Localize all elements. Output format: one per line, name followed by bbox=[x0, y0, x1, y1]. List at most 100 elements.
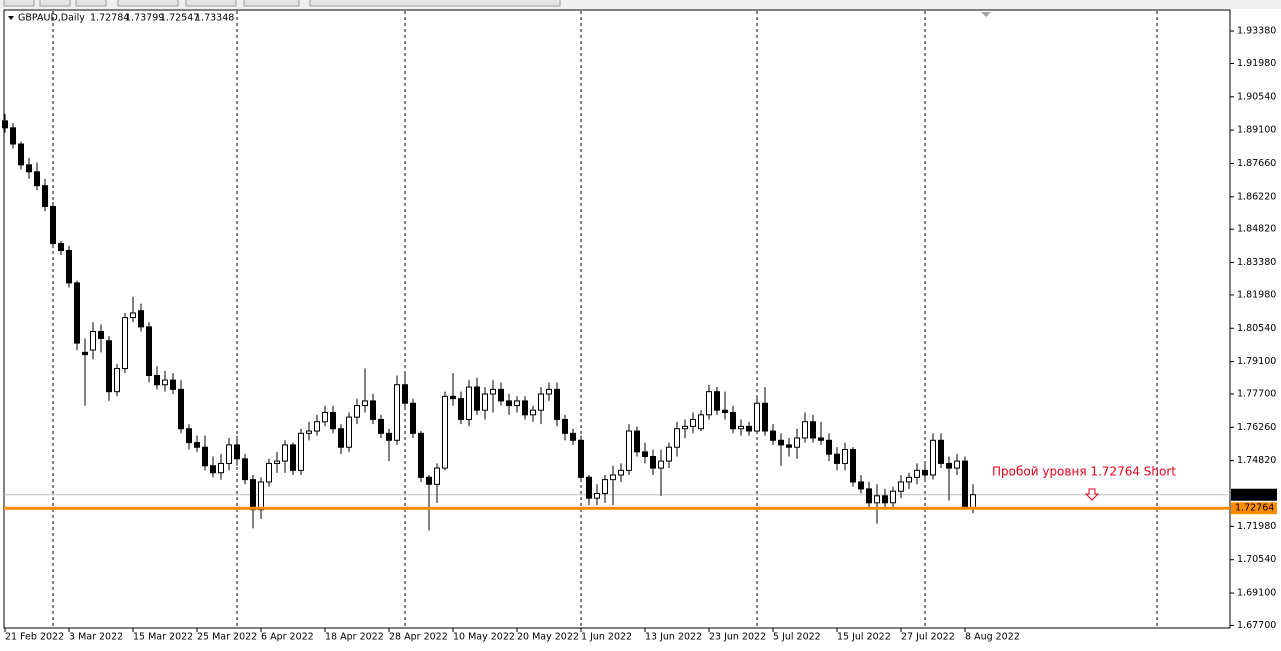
candle-body bbox=[634, 430, 640, 453]
candle-body bbox=[298, 432, 304, 471]
x-tick-label: 1 Jun 2022 bbox=[581, 632, 632, 643]
candle-body bbox=[178, 388, 184, 430]
candle bbox=[570, 428, 576, 445]
candle bbox=[322, 405, 328, 427]
candle-body bbox=[306, 430, 312, 434]
y-tick-label: 1.81980 bbox=[1237, 289, 1276, 300]
candle bbox=[122, 312, 128, 374]
candle bbox=[442, 391, 448, 471]
candle bbox=[482, 387, 488, 420]
candle bbox=[218, 454, 224, 480]
x-tick-label: 6 Apr 2022 bbox=[261, 632, 314, 643]
candle-body bbox=[290, 444, 296, 471]
annotation: Пробой уровня 1.72764 Short bbox=[992, 465, 1176, 479]
candle bbox=[434, 463, 440, 503]
y-tick-label: 1.91980 bbox=[1237, 58, 1276, 69]
candle bbox=[18, 141, 24, 170]
candle-body bbox=[234, 444, 240, 460]
candle bbox=[946, 456, 952, 501]
toolbar-button[interactable] bbox=[309, 0, 561, 7]
candle bbox=[458, 391, 464, 425]
candle-body bbox=[930, 439, 936, 476]
candle-body bbox=[434, 467, 440, 485]
candle bbox=[522, 396, 528, 420]
candle-body bbox=[578, 439, 584, 478]
x-tick-label: 10 May 2022 bbox=[453, 632, 515, 643]
y-tick-label: 1.80540 bbox=[1237, 323, 1276, 334]
toolbar-button[interactable] bbox=[185, 0, 237, 7]
candle bbox=[362, 368, 368, 413]
candle-body bbox=[362, 400, 368, 407]
toolbar-button[interactable] bbox=[117, 0, 179, 7]
candle bbox=[426, 475, 432, 531]
candle bbox=[834, 447, 840, 471]
toolbar bbox=[0, 0, 1281, 9]
header-high: 1.73799 bbox=[125, 13, 164, 24]
candle-body bbox=[34, 171, 40, 187]
candle-body bbox=[10, 127, 16, 145]
candle-body bbox=[818, 437, 824, 441]
candle-body bbox=[682, 425, 688, 430]
candle bbox=[786, 437, 792, 457]
candle-body bbox=[418, 432, 424, 478]
candle-body bbox=[626, 430, 632, 471]
candle bbox=[194, 435, 200, 452]
candle bbox=[826, 433, 832, 462]
toolbar-button[interactable] bbox=[75, 0, 107, 7]
candle-body bbox=[602, 479, 608, 495]
candle bbox=[706, 384, 712, 420]
candle-body bbox=[906, 476, 912, 483]
candle-body bbox=[154, 374, 160, 386]
candle bbox=[930, 433, 936, 480]
candle bbox=[130, 296, 136, 323]
candle bbox=[10, 123, 16, 149]
candle-body bbox=[610, 474, 616, 481]
candle bbox=[474, 377, 480, 415]
candle bbox=[874, 484, 880, 524]
candle-body bbox=[50, 206, 56, 245]
candle-body bbox=[266, 462, 272, 483]
candle bbox=[338, 424, 344, 455]
chart-title: GBPAUD,Daily bbox=[18, 13, 85, 24]
candle bbox=[50, 201, 56, 249]
y-tick-label: 1.77700 bbox=[1237, 388, 1276, 399]
candle bbox=[498, 382, 504, 406]
candle-body bbox=[898, 481, 904, 492]
candle-body bbox=[834, 453, 840, 464]
candle bbox=[234, 435, 240, 466]
candle-body bbox=[114, 368, 120, 393]
candle bbox=[586, 475, 592, 506]
candle-body bbox=[394, 384, 400, 441]
candle bbox=[746, 421, 752, 436]
candle-body bbox=[106, 340, 112, 393]
candle bbox=[370, 393, 376, 425]
candle-body bbox=[810, 421, 816, 439]
shift-marker bbox=[981, 12, 991, 17]
candle bbox=[290, 442, 296, 476]
candle-body bbox=[346, 416, 352, 448]
candle bbox=[634, 426, 640, 457]
candle-body bbox=[490, 388, 496, 395]
candle-body bbox=[466, 386, 472, 420]
toolbar-button[interactable] bbox=[3, 0, 35, 7]
y-tick-label: 1.89100 bbox=[1237, 125, 1276, 136]
candle-body bbox=[738, 425, 744, 430]
candle-body bbox=[210, 465, 216, 474]
candle bbox=[2, 113, 8, 133]
candle bbox=[74, 280, 80, 351]
toolbar-button[interactable] bbox=[243, 0, 300, 7]
y-tick-label: 1.67700 bbox=[1237, 620, 1276, 631]
candle bbox=[818, 421, 824, 445]
candle-body bbox=[354, 405, 360, 418]
candle bbox=[354, 398, 360, 425]
candle-body bbox=[570, 432, 576, 441]
candle-body bbox=[170, 379, 176, 390]
candle bbox=[898, 475, 904, 499]
candle-body bbox=[690, 418, 696, 427]
toolbar-button[interactable] bbox=[39, 0, 71, 7]
y-tick-label: 1.76260 bbox=[1237, 422, 1276, 433]
current-price-box bbox=[1231, 488, 1277, 501]
candle-body bbox=[402, 384, 408, 404]
candle bbox=[506, 393, 512, 415]
